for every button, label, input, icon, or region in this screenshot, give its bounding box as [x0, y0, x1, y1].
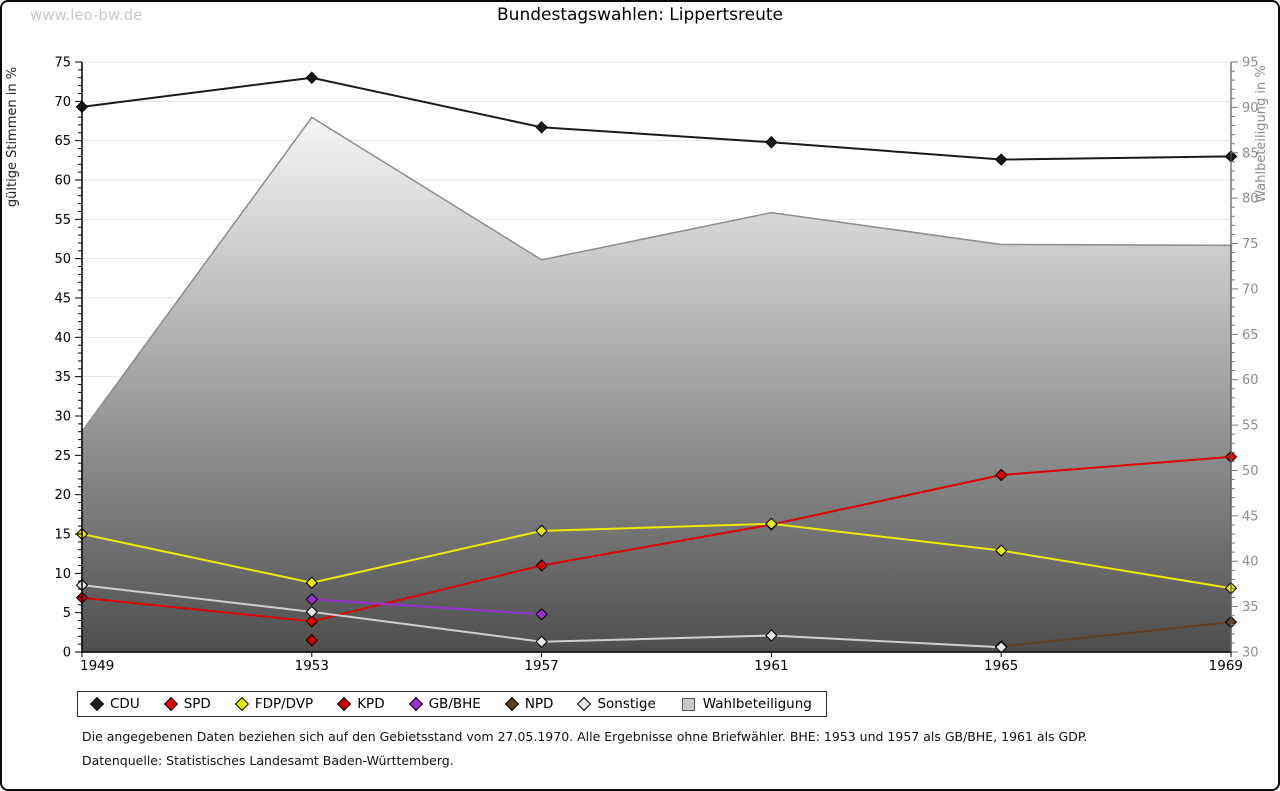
right-axis-title: Wahlbeteiligung in %	[1254, 65, 1269, 202]
left-tick-label: 25	[54, 449, 71, 464]
point-sonstige-1961	[765, 629, 778, 642]
right-tick-label: 75	[1242, 237, 1259, 252]
legend-label: SPD	[183, 696, 211, 712]
left-tick-label: 50	[54, 252, 71, 267]
left-tick-label: 40	[54, 331, 71, 346]
point-sonstige-1957	[535, 635, 548, 648]
point-gb/bhe-1953	[305, 593, 319, 606]
left-tick-label: 35	[54, 370, 71, 385]
right-tick-label: 40	[1242, 555, 1259, 570]
legend-item-gb-bhe: GB/BHE	[408, 696, 481, 712]
point-spd-1965	[994, 468, 1008, 482]
legend-item-sonstige: Sonstige	[577, 696, 656, 712]
right-tick-label: 45	[1242, 509, 1259, 524]
x-tick-label-1953: 1953	[295, 658, 329, 674]
area-wahlbeteiligung	[81, 116, 1232, 653]
legend-item-wahlbeteiligung: Wahlbeteiligung	[681, 696, 812, 712]
point-kpd-1953	[305, 633, 319, 647]
point-cdu-1957	[535, 121, 548, 134]
legend-item-cdu: CDU	[89, 696, 140, 712]
x-tick-label-1965: 1965	[984, 658, 1018, 674]
left-tick-label: 45	[54, 292, 71, 307]
right-tick-label: 55	[1242, 419, 1259, 434]
right-tick-label: 60	[1242, 373, 1259, 388]
point-cdu-1965	[994, 153, 1008, 166]
point-sonstige-1953	[305, 605, 319, 619]
series-spd-line	[81, 455, 1232, 623]
legend-label: NPD	[524, 696, 554, 712]
series-cdu-line	[81, 76, 1232, 161]
left-tick-label: 5	[63, 606, 71, 621]
left-tick-label: 60	[54, 174, 71, 189]
watermark-leo-bw: www.leo-bw.de	[30, 6, 143, 24]
left-tick-label: 30	[54, 410, 71, 425]
left-tick-label: 15	[54, 528, 71, 543]
point-fdp/dvp-1953	[305, 576, 319, 589]
series-fdp/dvp-line	[81, 522, 1232, 590]
x-tick-label-1961: 1961	[754, 658, 788, 674]
legend-label: GB/BHE	[428, 696, 481, 712]
legend-diamond-icon	[337, 696, 352, 712]
right-tick-label: 65	[1242, 328, 1259, 343]
point-cdu-1961	[765, 136, 778, 149]
legend-item-spd: SPD	[163, 696, 211, 712]
legend-label: Sonstige	[597, 696, 656, 712]
x-tick-label-1949: 1949	[80, 658, 114, 674]
left-axis-title: gültige Stimmen in %	[5, 67, 20, 207]
left-tick-label: 55	[54, 213, 71, 228]
point-fdp/dvp-1965	[994, 544, 1008, 557]
left-tick-label: 0	[63, 646, 71, 661]
election-chart: 0 5 10 15 20 25 30 35 40 45 50 55 60 65 70 75 30 35 40 45 50…	[5, 56, 1269, 675]
legend-diamond-icon	[163, 696, 178, 712]
point-cdu-1953	[305, 71, 319, 84]
legend-diamond-icon	[234, 696, 249, 712]
point-fdp/dvp-1961	[765, 517, 778, 530]
legend-diamond-icon	[504, 696, 519, 712]
legend-item-npd: NPD	[504, 696, 554, 712]
chart-title: Bundestagswahlen: Lippertsreute	[497, 5, 783, 25]
legend-diamond-icon	[89, 696, 105, 712]
right-tick-label: 85	[1242, 146, 1259, 161]
right-tick-label: 70	[1242, 282, 1259, 297]
left-tick-label: 75	[54, 56, 71, 71]
right-tick-label: 80	[1242, 192, 1259, 207]
right-tick-label: 90	[1242, 101, 1259, 116]
legend-diamond-icon	[577, 696, 592, 712]
point-gb/bhe-1957	[535, 608, 548, 621]
legend-label: CDU	[110, 696, 140, 712]
legend-square-icon	[681, 697, 695, 711]
footnote-geography: Die angegebenen Daten beziehen sich auf …	[82, 729, 1088, 744]
right-tick-label: 95	[1242, 56, 1259, 71]
x-tick-label-1957: 1957	[524, 658, 558, 674]
point-spd-1953	[305, 615, 319, 628]
left-tick-label: 65	[54, 134, 71, 149]
left-tick-label: 10	[54, 567, 71, 582]
legend-item-fdp-dvp: FDP/DVP	[234, 696, 314, 712]
right-tick-label: 50	[1242, 464, 1259, 479]
series-gb/bhe-line	[311, 598, 542, 616]
left-tick-label: 20	[54, 488, 71, 503]
legend-label: KPD	[357, 696, 385, 712]
chart-legend: CDU SPD FDP/DVP KPD GB/BHE NPD Sonstige Wahlbet…	[77, 691, 827, 717]
x-tick-label-1969: 1969	[1209, 658, 1243, 674]
legend-item-kpd: KPD	[337, 696, 385, 712]
series-npd-line	[1001, 621, 1232, 648]
right-tick-label: 30	[1242, 646, 1259, 661]
footnote-source: Datenquelle: Statistisches Landesamt Bad…	[82, 753, 454, 768]
point-fdp/dvp-1957	[535, 524, 548, 538]
legend-diamond-icon	[408, 696, 423, 712]
point-spd-1957	[535, 559, 548, 572]
legend-label: Wahlbeteiligung	[702, 696, 812, 712]
right-tick-label: 35	[1242, 600, 1259, 615]
legend-label: FDP/DVP	[254, 696, 314, 712]
left-tick-label: 70	[54, 95, 71, 110]
